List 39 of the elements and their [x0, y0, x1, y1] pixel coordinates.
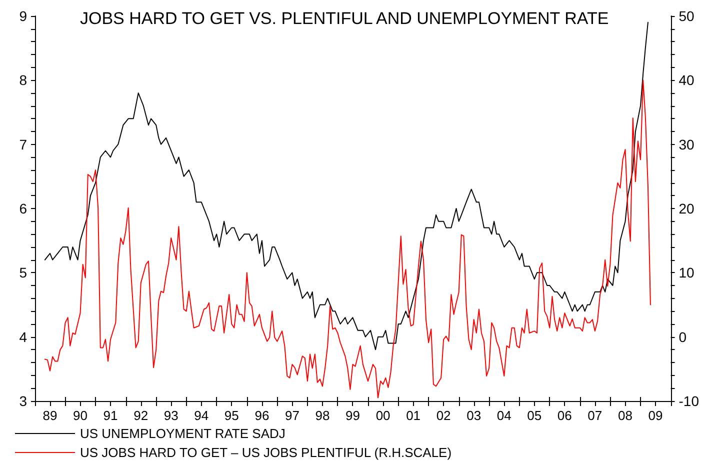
x-tick-label: 99	[345, 408, 360, 423]
y2-tick-label: 10	[678, 264, 695, 281]
x-tick-label: 06	[557, 408, 572, 423]
x-tick-label: 00	[376, 408, 390, 423]
x-tick-label: 03	[466, 408, 482, 423]
y2-tick-label: -10	[678, 393, 700, 409]
y-tick-label: 7	[19, 136, 28, 152]
legend-label: US JOBS HARD TO GET – US JOBS PLENTIFUL (R.H.SCALE)	[80, 445, 452, 460]
x-tick-label: 08	[618, 408, 632, 423]
x-tick-label: 04	[496, 408, 512, 423]
y-tick-label: 3	[19, 393, 28, 409]
x-tick-label: 05	[527, 408, 542, 423]
y2-tick-label: 40	[678, 72, 695, 88]
x-tick-label: 90	[73, 408, 88, 423]
y-tick-label: 5	[19, 264, 28, 281]
line-series	[44, 80, 651, 398]
x-tick-label: 02	[436, 408, 451, 423]
y-tick-label: 9	[19, 8, 28, 24]
y2-tick-label: 30	[678, 136, 695, 152]
x-tick-label: 93	[164, 408, 178, 423]
x-tick-label: 92	[134, 408, 148, 423]
x-tick-label: 98	[315, 408, 330, 423]
x-tick-label: 91	[103, 408, 118, 423]
x-tick-label: 96	[254, 408, 270, 423]
x-tick-label: 89	[42, 408, 58, 423]
x-tick-label: 01	[406, 408, 421, 423]
y-tick-label: 6	[19, 200, 28, 216]
chart-title: JOBS HARD TO GET VS. PLENTIFUL AND UNEMPLOYMENT RATE	[80, 9, 609, 28]
x-tick-label: 07	[588, 408, 602, 423]
x-tick-label: 94	[194, 408, 209, 423]
x-tick-label: 95	[224, 408, 239, 423]
y-tick-label: 8	[19, 72, 28, 88]
x-tick-label: 09	[648, 408, 663, 423]
y2-tick-label: 50	[678, 8, 695, 24]
x-tick-label: 97	[284, 408, 300, 423]
y-tick-label: 4	[19, 328, 28, 345]
y2-tick-label: 20	[678, 200, 695, 216]
legend-label: US UNEMPLOYMENT RATE SADJ	[80, 426, 286, 441]
y2-tick-label: 0	[678, 328, 687, 345]
